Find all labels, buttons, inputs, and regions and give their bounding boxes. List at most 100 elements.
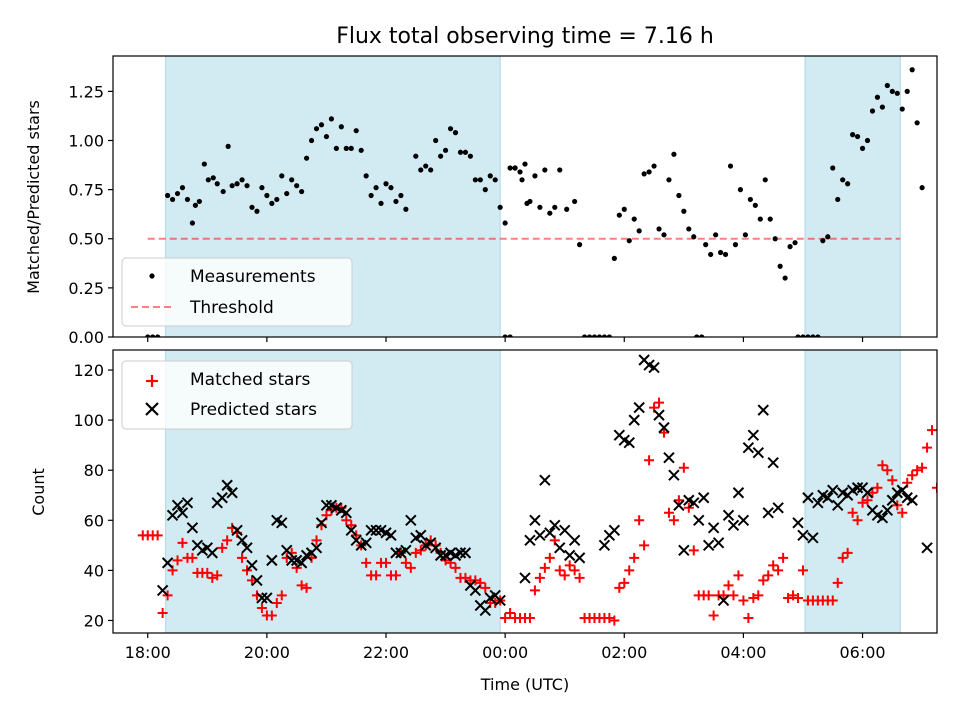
measurement-point — [552, 204, 558, 210]
matched-star-point — [753, 590, 764, 601]
matched-star-point — [157, 607, 168, 618]
predicted-star-point — [186, 522, 199, 534]
measurement-point — [205, 177, 211, 183]
predicted-star-point — [206, 547, 218, 559]
measurement-point — [703, 242, 709, 248]
measurement-point — [249, 204, 255, 210]
matched-star-point — [673, 495, 684, 506]
measurement-point — [234, 181, 240, 187]
measurement-point — [641, 171, 647, 177]
predicted-star-point — [539, 474, 551, 486]
x-tick-label: 20:00 — [244, 643, 290, 662]
bottom-legend-box — [121, 360, 353, 430]
matched-star-point — [569, 565, 580, 576]
matched-star-point — [574, 572, 585, 583]
matched-star-point — [797, 565, 808, 576]
predicted-star-point — [732, 487, 745, 499]
measurement-point — [859, 145, 866, 151]
measurement-point — [636, 228, 642, 234]
measurement-point — [512, 165, 518, 171]
matched-star-point — [763, 570, 774, 581]
predicted-star-point — [668, 469, 680, 481]
matched-star-point — [271, 597, 282, 608]
matched-star-point — [728, 590, 739, 601]
measurement-point — [681, 208, 687, 214]
measurement-point — [433, 137, 439, 144]
measurement-point — [189, 220, 196, 226]
matched-star-point — [688, 545, 699, 556]
top-y-axis-label: Matched/Predicted stars — [24, 100, 43, 294]
matched-star-point — [544, 552, 555, 563]
matched-star-point — [877, 460, 888, 471]
measurement-point — [666, 177, 672, 183]
x-tick-label: 04:00 — [720, 643, 766, 662]
measurement-point — [742, 232, 748, 238]
predicted-star-point — [524, 534, 536, 547]
measurement-point — [467, 153, 473, 159]
predicted-star-point — [628, 414, 640, 426]
y-tick-label: 0.75 — [68, 181, 104, 200]
measurement-point — [691, 234, 697, 240]
measurement-point — [368, 192, 374, 199]
measurement-point — [274, 196, 280, 203]
measurement-point — [313, 126, 320, 132]
measurement-point — [631, 216, 637, 222]
predicted-star-point — [702, 539, 715, 552]
y-tick-label: 80 — [84, 461, 104, 480]
measurement-point — [767, 216, 773, 222]
measurement-point — [611, 255, 617, 261]
matched-star-point — [212, 570, 223, 581]
top-legend-box — [121, 257, 353, 327]
measurement-point — [854, 133, 861, 140]
top-panel: 0.00 0.25 0.50 0.75 1.00 1.25 Matched/Predict… — [24, 55, 938, 347]
measurement-point — [787, 244, 793, 250]
predicted-star-point — [693, 514, 705, 527]
predicted-star-point — [310, 542, 323, 554]
matched-star-point — [837, 552, 848, 563]
measurement-point — [184, 196, 191, 203]
measurement-point — [497, 204, 503, 210]
predicted-star-point — [221, 479, 233, 491]
matched-star-point — [246, 575, 257, 586]
matched-star-point — [390, 570, 401, 581]
predicted-star-point — [598, 539, 611, 552]
predicted-star-point — [737, 514, 750, 527]
measurement-point — [383, 181, 389, 187]
predicted-star-point — [623, 436, 635, 449]
predicted-star-point — [479, 604, 491, 617]
top-legend: Measurements Threshold — [121, 257, 353, 327]
predicted-star-point — [712, 537, 725, 549]
predicted-star-point — [742, 441, 755, 454]
measurement-point — [517, 169, 523, 175]
predicted-star-point — [568, 534, 581, 547]
predicted-star-point — [281, 544, 293, 557]
measurement-point — [564, 206, 570, 212]
predicted-star-point — [767, 456, 779, 469]
matched-star-point — [371, 570, 382, 581]
predicted-star-point — [246, 559, 258, 572]
matched-star-point — [222, 535, 233, 546]
measurement-point — [447, 126, 454, 132]
measurement-point — [229, 183, 235, 189]
predicted-star-point — [385, 529, 397, 542]
predicted-star-point — [851, 482, 864, 494]
measurement-point — [502, 220, 508, 226]
measurement-point — [492, 177, 498, 183]
measurement-point — [671, 151, 677, 157]
matched-star-point — [907, 470, 918, 481]
legend-predicted-marker — [145, 402, 159, 416]
predicted-star-point — [181, 497, 194, 509]
measurement-point — [840, 177, 846, 183]
measurement-point — [601, 334, 608, 337]
predicted-star-point — [459, 547, 472, 559]
matched-star-point — [529, 585, 540, 596]
predicted-star-point — [231, 524, 243, 537]
measurement-point — [477, 177, 483, 183]
measurement-point — [318, 122, 325, 128]
measurement-point — [289, 177, 295, 183]
measurement-point — [328, 116, 335, 122]
x-axis-label: Time (UTC) — [480, 675, 569, 694]
predicted-star-point — [519, 572, 531, 584]
measurement-point — [626, 238, 632, 244]
